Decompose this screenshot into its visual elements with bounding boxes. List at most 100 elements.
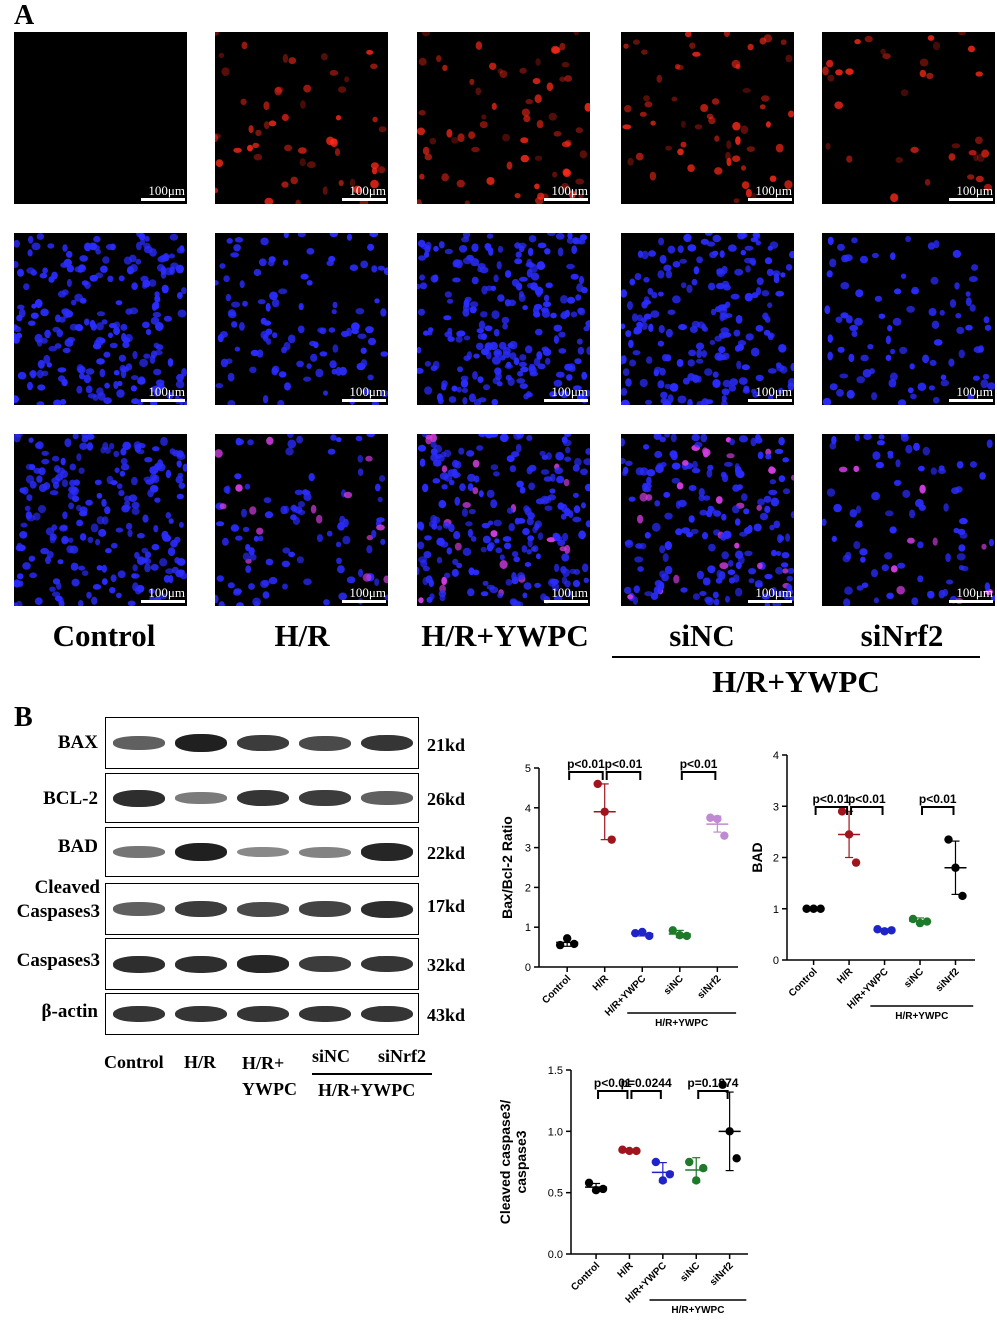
lane-label-control: Control bbox=[104, 1052, 164, 1072]
cell-nucleus bbox=[336, 557, 342, 564]
cell-nucleus bbox=[480, 311, 488, 318]
x-tick-label: siNrf2 bbox=[934, 966, 962, 994]
cell-nucleus bbox=[468, 131, 476, 139]
cell-nucleus bbox=[487, 520, 494, 526]
cell-nucleus bbox=[955, 313, 962, 319]
cell-nucleus bbox=[384, 594, 388, 601]
cell-nucleus bbox=[720, 533, 727, 541]
cell-nucleus bbox=[790, 362, 794, 372]
cell-nucleus bbox=[983, 316, 990, 324]
cell-nucleus bbox=[664, 434, 670, 438]
cell-nucleus bbox=[958, 32, 966, 36]
cell-nucleus bbox=[467, 528, 473, 538]
cell-nucleus bbox=[561, 182, 569, 191]
cell-nucleus bbox=[494, 538, 500, 544]
cell-nucleus bbox=[421, 434, 428, 438]
cell-nucleus bbox=[759, 104, 766, 110]
y-axis-label: BAD bbox=[749, 842, 765, 872]
cell-nucleus bbox=[515, 251, 522, 258]
cell-nucleus bbox=[483, 384, 490, 391]
cell-nucleus bbox=[782, 457, 790, 463]
cell-nucleus bbox=[892, 317, 902, 326]
cell-nucleus bbox=[719, 562, 729, 570]
cell-nucleus bbox=[560, 312, 568, 319]
cell-nucleus bbox=[751, 388, 757, 394]
cell-nucleus bbox=[566, 296, 576, 304]
cell-nucleus bbox=[472, 569, 480, 576]
cell-nucleus bbox=[478, 397, 487, 403]
cell-nucleus bbox=[551, 46, 561, 54]
cell-nucleus bbox=[508, 299, 516, 307]
cell-nucleus bbox=[861, 582, 869, 588]
cell-nucleus bbox=[379, 475, 386, 482]
cell-nucleus bbox=[351, 328, 359, 335]
cell-nucleus bbox=[928, 308, 937, 316]
cell-nucleus bbox=[428, 520, 438, 528]
cell-nucleus bbox=[696, 570, 704, 580]
micrograph-cells bbox=[14, 233, 187, 405]
cell-nucleus bbox=[215, 187, 219, 194]
cell-nucleus bbox=[662, 354, 669, 362]
cell-nucleus bbox=[564, 75, 573, 82]
cell-nucleus bbox=[687, 398, 693, 405]
cell-nucleus bbox=[639, 111, 647, 117]
cell-nucleus bbox=[757, 498, 765, 506]
cell-nucleus bbox=[695, 342, 705, 350]
cell-nucleus bbox=[260, 330, 269, 340]
cell-nucleus bbox=[242, 526, 250, 532]
cell-nucleus bbox=[938, 468, 946, 474]
cell-nucleus bbox=[61, 289, 69, 296]
cell-nucleus bbox=[470, 536, 477, 542]
cell-nucleus bbox=[253, 268, 262, 277]
cell-nucleus bbox=[221, 67, 230, 76]
cell-nucleus bbox=[694, 441, 703, 448]
cell-nucleus bbox=[433, 444, 443, 453]
blot-band bbox=[299, 956, 351, 972]
cell-nucleus bbox=[367, 337, 377, 346]
scale-bar-label: 100μm bbox=[551, 183, 588, 198]
cell-nucleus bbox=[448, 523, 455, 533]
cell-nucleus bbox=[489, 62, 497, 70]
cell-nucleus bbox=[76, 324, 84, 332]
cell-nucleus bbox=[927, 242, 935, 250]
cell-nucleus bbox=[634, 273, 642, 281]
cell-nucleus bbox=[789, 250, 794, 259]
cell-nucleus bbox=[649, 171, 657, 181]
x-tick-label: Control bbox=[787, 966, 820, 999]
cell-nucleus bbox=[726, 157, 732, 167]
cell-nucleus bbox=[241, 508, 247, 518]
cell-nucleus bbox=[104, 382, 110, 389]
cell-nucleus bbox=[765, 121, 771, 128]
cell-nucleus bbox=[473, 353, 480, 359]
cell-nucleus bbox=[825, 142, 831, 150]
cell-nucleus bbox=[463, 335, 471, 341]
cell-nucleus bbox=[518, 293, 526, 302]
cell-nucleus bbox=[137, 442, 146, 449]
cell-nucleus bbox=[335, 541, 342, 548]
cell-nucleus bbox=[316, 514, 323, 524]
cell-nucleus bbox=[104, 447, 111, 454]
cell-nucleus bbox=[526, 435, 533, 441]
group-label-sinc: siNC bbox=[669, 618, 735, 653]
cell-nucleus bbox=[357, 468, 364, 476]
cell-nucleus bbox=[471, 243, 479, 252]
cell-nucleus bbox=[829, 442, 837, 450]
blot-band bbox=[299, 901, 351, 917]
cell-nucleus bbox=[678, 324, 687, 331]
cell-nucleus bbox=[130, 375, 139, 381]
cell-nucleus bbox=[315, 368, 324, 378]
cell-nucleus bbox=[149, 354, 156, 364]
cell-nucleus bbox=[20, 522, 28, 528]
blot-band bbox=[175, 792, 227, 804]
cell-nucleus bbox=[517, 572, 525, 580]
cell-nucleus bbox=[764, 257, 773, 265]
cell-nucleus bbox=[548, 112, 557, 121]
cell-nucleus bbox=[86, 591, 92, 599]
cell-nucleus bbox=[471, 146, 480, 153]
cell-nucleus bbox=[81, 280, 89, 286]
cell-nucleus bbox=[247, 144, 253, 152]
cell-nucleus bbox=[101, 319, 108, 325]
micrograph-cells bbox=[215, 434, 388, 606]
cell-nucleus bbox=[654, 580, 663, 587]
cell-nucleus bbox=[969, 304, 976, 312]
